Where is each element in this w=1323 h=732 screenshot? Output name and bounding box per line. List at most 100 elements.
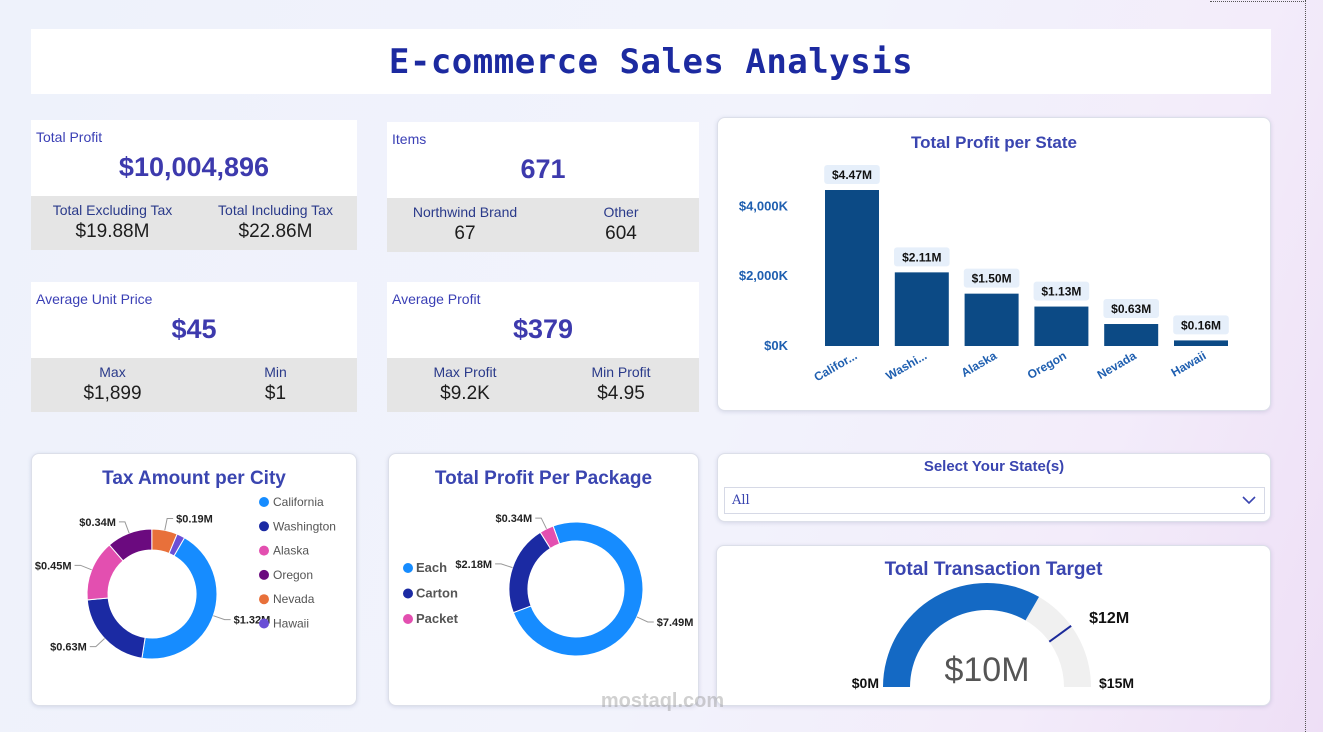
x-tick-label: Oregon <box>1025 348 1069 381</box>
tax-per-city-chart: $1.32M$0.63M$0.45M$0.34M $0.19MCalifornia… <box>35 495 336 660</box>
bar <box>1104 324 1159 346</box>
kpi-sub: Other 604 <box>543 198 699 252</box>
kpi-breakdown: Total Excluding Tax $19.88M Total Includ… <box>31 196 357 250</box>
legend-label: Each <box>416 560 447 575</box>
kpi-sub-label: Max <box>99 364 126 380</box>
legend-label: Packet <box>416 611 459 626</box>
gauge-fill <box>883 583 1039 687</box>
chart-title: Total Profit per State <box>911 133 1077 152</box>
bar <box>1174 340 1228 346</box>
x-tick-label: Alaska <box>959 348 1000 380</box>
data-label: $0.16M <box>1181 318 1221 332</box>
y-tick-label: $2,000K <box>739 268 789 283</box>
data-label: $0.19M <box>176 514 213 526</box>
profit-per-state-chart: $0K $2,000K $4,000K $4.47M Califor... $2.11M W… <box>739 165 1229 384</box>
chart-title: Tax Amount per City <box>102 468 286 489</box>
legend-marker <box>259 521 269 532</box>
tax-per-city-card: Tax Amount per City $1.32M $0.63M $0.45M $0… <box>31 453 357 706</box>
city-slice <box>141 537 218 660</box>
kpi-header: Average Profit $379 <box>387 282 699 358</box>
gauge-value: $10M <box>944 651 1029 689</box>
data-label-bg <box>963 268 1020 288</box>
legend-label: Washington <box>273 519 336 533</box>
leader-line <box>495 563 513 569</box>
kpi-value: $10,004,896 <box>118 152 270 182</box>
data-label-bg <box>1033 281 1090 301</box>
kpi-sub: Min $1 <box>194 358 357 412</box>
kpi-header: Items 671 <box>387 122 699 198</box>
data-label: $2.18M <box>455 559 492 571</box>
kpi-sub-label: Total Including Tax <box>218 202 333 218</box>
kpi-sub-value: 604 <box>605 223 637 244</box>
transaction-target-card: Total Transaction Target $10M $0M $15M $12M <box>716 545 1271 706</box>
kpi-breakdown: Max Profit $9.2K Min Profit $4.95 <box>387 358 699 412</box>
state-select[interactable]: All <box>724 487 1265 514</box>
page-title: E-commerce Sales Analysis <box>388 41 914 82</box>
x-tick-label: Nevada <box>1095 348 1139 382</box>
chevron-down-icon[interactable] <box>1241 494 1257 506</box>
kpi-sub-label: Min Profit <box>591 364 651 380</box>
leader-line <box>636 616 654 623</box>
kpi-sub-label: Total Excluding Tax <box>52 202 173 218</box>
legend-label: Nevada <box>273 592 315 606</box>
title-bar: E-commerce Sales Analysis <box>31 29 1271 94</box>
x-tick-label: Hawaii <box>1169 348 1209 379</box>
legend-marker <box>259 545 269 556</box>
bar <box>825 190 879 346</box>
kpi-average-profit: Average Profit $379 Max Profit $9.2K Min… <box>387 282 699 412</box>
kpi-sub-label: Other <box>603 204 639 220</box>
gauge-max-label: $15M <box>1099 675 1134 691</box>
legend-label: Oregon <box>273 568 313 582</box>
page-border-top <box>1210 1 1306 2</box>
kpi-average-unit-price: Average Unit Price $45 Max $1,899 Min $1 <box>31 282 357 412</box>
leader-line <box>535 517 547 530</box>
bar <box>1034 306 1089 346</box>
x-tick-label: Califor... <box>811 348 859 384</box>
state-select-value: All <box>732 493 750 508</box>
chart-title: Total Transaction Target <box>884 559 1103 580</box>
legend-marker <box>259 594 269 605</box>
profit-per-package-card: Total Profit Per Package $7.49M $2.18M $0.… <box>388 453 699 706</box>
kpi-sub-value: $9.2K <box>440 383 490 404</box>
data-label-bg <box>1173 315 1229 335</box>
kpi-sub-value: $4.95 <box>597 383 645 404</box>
kpi-sub: Max Profit $9.2K <box>387 358 543 412</box>
legend-marker <box>259 497 269 507</box>
legend-marker <box>259 618 269 629</box>
gauge-target-label: $12M <box>1089 610 1129 627</box>
data-label: $0.34M <box>496 513 533 525</box>
leader-line <box>118 521 130 534</box>
data-label: $4.47M <box>832 168 872 182</box>
kpi-value: $45 <box>171 314 217 344</box>
leader-line <box>213 615 231 621</box>
legend-marker <box>403 563 413 573</box>
data-label: $7.49M <box>657 617 694 629</box>
legend-label: Hawaii <box>273 617 309 631</box>
kpi-label: Average Unit Price <box>36 291 153 307</box>
data-label: $2.11M <box>902 250 941 264</box>
legend-label: Alaska <box>273 544 309 558</box>
kpi-sub: Total Including Tax $22.86M <box>194 196 357 250</box>
chart-title: Total Profit Per Package <box>434 468 653 489</box>
kpi-sub-value: $1,899 <box>83 383 142 404</box>
kpi-sub-label: Northwind Brand <box>412 204 518 220</box>
kpi-breakdown: Northwind Brand 67 Other 604 <box>387 198 699 252</box>
kpi-label: Average Profit <box>392 291 481 307</box>
kpi-sub-value: $1 <box>264 383 287 404</box>
data-label: $1.13M <box>1041 285 1081 299</box>
x-tick-label: Washi... <box>883 348 929 383</box>
data-label: $0.34M <box>79 517 116 529</box>
gauge-min-label: $0M <box>852 675 879 691</box>
data-label-bg <box>824 165 880 184</box>
state-slicer-card: Select Your State(s) All <box>717 453 1271 522</box>
data-label: $1.50M <box>972 272 1012 286</box>
kpi-sub: Max $1,899 <box>31 358 194 412</box>
y-tick-label: $0K <box>764 338 788 353</box>
kpi-header: Average Unit Price $45 <box>31 282 357 358</box>
legend-marker <box>403 614 413 624</box>
kpi-sub: Total Excluding Tax $19.88M <box>31 196 194 250</box>
city-slice <box>168 533 186 557</box>
slicer-title: Select Your State(s) <box>923 458 1065 475</box>
kpi-sub-label: Min <box>264 364 287 380</box>
kpi-sub-value: $22.86M <box>238 221 313 242</box>
